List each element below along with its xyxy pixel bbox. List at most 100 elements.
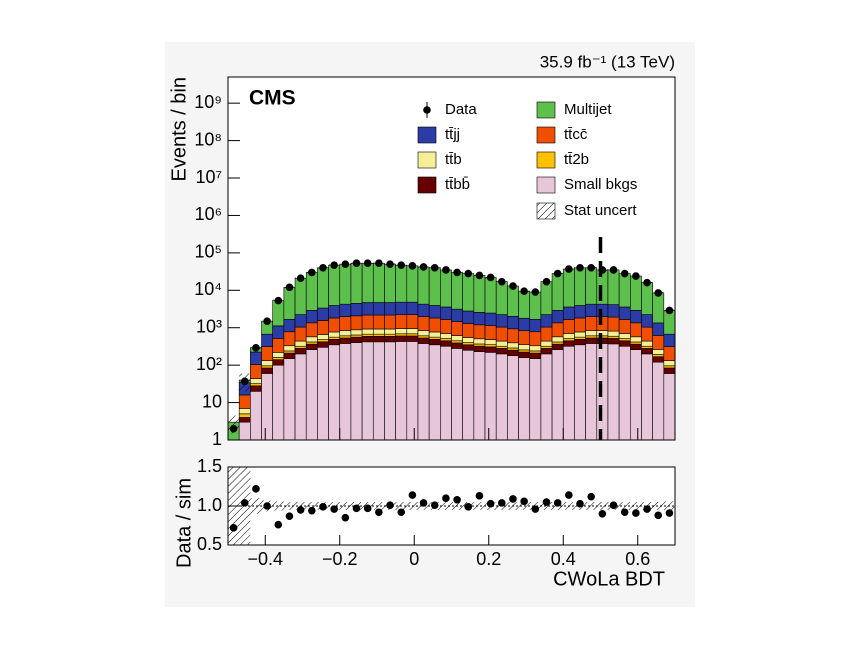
stack-segment	[294, 277, 307, 315]
stack-segment	[406, 341, 419, 441]
legend-label: tt̄jj	[445, 126, 460, 143]
ratio-uncert-band	[585, 502, 597, 510]
y-tick-label: 1	[212, 429, 222, 449]
ratio-point	[587, 492, 595, 501]
stack-segment	[328, 331, 341, 338]
stack-segment	[328, 264, 341, 306]
stack-segment	[451, 335, 463, 342]
stack-segment	[395, 335, 408, 342]
stack-segment	[495, 353, 508, 441]
stack-segment	[305, 341, 318, 345]
stack-segment	[361, 328, 374, 335]
ratio-point	[598, 510, 607, 518]
stack-segment	[507, 349, 519, 356]
stack-segment	[495, 340, 508, 347]
data-point	[509, 282, 517, 290]
y-tick-label: 10³	[196, 316, 222, 336]
ratio-point	[240, 499, 249, 507]
stack-segment	[495, 345, 508, 349]
data-point	[274, 296, 283, 305]
ratio-point	[553, 499, 562, 507]
ratio-y-tick-label: 1.0	[197, 495, 222, 515]
y-axis-title: Events / bin	[168, 77, 190, 182]
stack-segment	[339, 335, 352, 339]
stack-segment	[484, 277, 497, 314]
ratio-point	[430, 501, 439, 510]
stack-segment	[406, 314, 419, 329]
stack-segment	[518, 330, 531, 345]
ratio-point	[576, 499, 584, 508]
ratio-point	[386, 501, 394, 510]
ratio-point	[252, 485, 260, 493]
stack-segment	[328, 317, 341, 333]
stack-segment	[495, 314, 508, 328]
stack-segment	[272, 338, 285, 353]
y-tick-label: 10²	[196, 354, 222, 374]
x-tick-label: 0	[409, 549, 419, 569]
data-point	[375, 259, 383, 267]
stack-segment	[261, 365, 273, 369]
data-point	[475, 271, 484, 280]
stack-segment	[574, 339, 586, 346]
stack-segment	[417, 266, 430, 305]
stack-segment	[283, 352, 296, 359]
stack-segment	[339, 316, 352, 331]
stack-segment	[417, 337, 430, 344]
stack-segment	[596, 269, 609, 305]
stack-segment	[361, 341, 374, 441]
stack-segment	[417, 316, 430, 331]
ratio-point	[285, 512, 294, 520]
stack-segment	[328, 336, 341, 340]
stack-segment	[372, 336, 385, 343]
stack-segment	[294, 340, 307, 347]
x-tick-label: 0.6	[625, 549, 650, 569]
stack-segment	[417, 343, 430, 441]
x-tick-label: −0.2	[322, 549, 358, 569]
stack-segment	[272, 352, 285, 358]
stack-segment	[428, 331, 441, 338]
stack-segment	[328, 339, 341, 346]
ratio-uncert-band	[630, 502, 642, 510]
stack-segment	[529, 331, 542, 347]
ratio-point	[296, 506, 305, 514]
ratio-point	[565, 491, 573, 499]
ratio-y-tick-label: 1.5	[197, 456, 222, 476]
stack-segment	[462, 342, 475, 346]
data-point	[654, 289, 663, 297]
stack-segment	[384, 333, 396, 337]
ratio-point	[352, 504, 361, 513]
ratio-point	[520, 497, 528, 506]
stack-segment	[495, 348, 508, 355]
stack-segment	[607, 330, 620, 337]
stack-segment	[495, 326, 508, 342]
ratio-point	[274, 520, 283, 529]
stack-segment	[607, 335, 620, 339]
stack-segment	[574, 336, 586, 340]
stack-segment	[261, 346, 273, 361]
stack-segment	[451, 340, 463, 344]
stack-segment	[250, 378, 262, 384]
stack-segment	[462, 323, 475, 338]
x-axis-title: CWoLa BDT	[553, 568, 665, 590]
stack-segment	[238, 413, 251, 418]
stack-segment	[272, 364, 285, 441]
stack-segment	[652, 292, 665, 324]
stack-segment	[283, 345, 296, 352]
ratio-point	[486, 499, 495, 508]
stack-segment	[551, 322, 564, 338]
stack-segment	[384, 314, 396, 330]
stack-segment	[574, 344, 586, 441]
stack-segment	[250, 383, 262, 387]
stack-segment	[607, 338, 620, 345]
legend-swatch	[417, 126, 437, 144]
stack-segment	[652, 349, 665, 355]
stack-segment	[484, 344, 497, 348]
y-tick-label: 10	[202, 391, 222, 411]
ratio-point	[643, 505, 651, 513]
stack-segment	[495, 281, 508, 315]
legend-label: tt̄b	[445, 151, 462, 168]
stack-segment	[562, 338, 575, 342]
stack-segment	[585, 316, 598, 331]
stack-segment	[518, 357, 531, 441]
